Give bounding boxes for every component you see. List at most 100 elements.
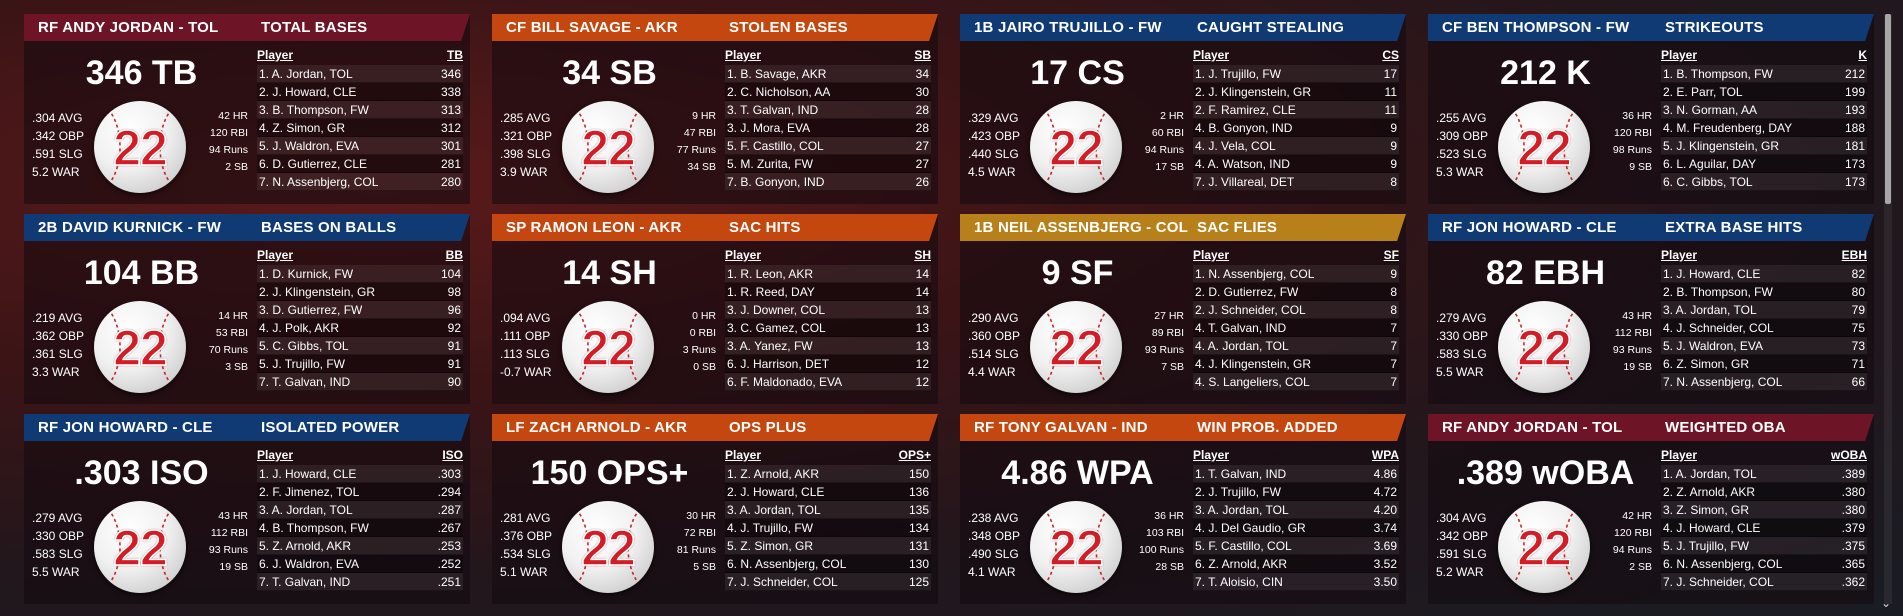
row-player-name[interactable]: 5. C. Gibbs, TOL (259, 339, 349, 353)
leader-player-name[interactable]: RF ANDY JORDAN - TOL (38, 19, 219, 36)
scroll-down-arrow-icon[interactable]: ⌄ (1881, 596, 1892, 610)
table-row[interactable]: 5. J. Waldron, EVA 73 (1661, 337, 1867, 355)
row-player-name[interactable]: 5. J. Klingenstein, GR (1663, 139, 1780, 153)
table-row[interactable]: 3. B. Thompson, FW 313 (257, 101, 463, 119)
table-row[interactable]: 7. T. Galvan, IND .251 (257, 573, 463, 591)
table-row[interactable]: 6. L. Aguilar, DAY 173 (1661, 155, 1867, 173)
table-row[interactable]: 1. A. Jordan, TOL .389 (1661, 465, 1867, 483)
column-header-player[interactable]: Player (725, 248, 762, 262)
player-ball-avatar[interactable]: 22 (94, 101, 186, 193)
row-player-name[interactable]: 4. J. Vela, COL (1195, 139, 1276, 153)
table-row[interactable]: 6. F. Maldonado, EVA 12 (725, 373, 931, 391)
row-player-name[interactable]: 1. N. Assenbjerg, COL (1195, 267, 1315, 281)
table-row[interactable]: 4. J. Howard, CLE .379 (1661, 519, 1867, 537)
leader-card[interactable]: RF JON HOWARD - CLE ISOLATED POWER .303 IS… (24, 414, 470, 604)
row-player-name[interactable]: 4. A. Jordan, TOL (1195, 339, 1289, 353)
row-player-name[interactable]: 3. J. Mora, EVA (727, 121, 811, 135)
row-player-name[interactable]: 6. F. Maldonado, EVA (727, 375, 843, 389)
player-ball-avatar[interactable]: 22 (1498, 301, 1590, 393)
row-player-name[interactable]: 6. L. Aguilar, DAY (1663, 157, 1757, 171)
table-row[interactable]: 7. N. Assenbjerg, COL 66 (1661, 373, 1867, 391)
row-player-name[interactable]: 2. J. Klingenstein, GR (259, 285, 376, 299)
row-player-name[interactable]: 2. E. Parr, TOL (1663, 85, 1743, 99)
table-row[interactable]: 3. T. Galvan, IND 28 (725, 101, 931, 119)
table-row[interactable]: 7. N. Assenbjerg, COL 280 (257, 173, 463, 191)
row-player-name[interactable]: 1. A. Jordan, TOL (1663, 467, 1757, 481)
table-row[interactable]: 1. N. Assenbjerg, COL 9 (1193, 265, 1399, 283)
row-player-name[interactable]: 5. F. Castillo, COL (727, 139, 824, 153)
table-row[interactable]: 3. Z. Simon, GR .380 (1661, 501, 1867, 519)
table-row[interactable]: 4. T. Galvan, IND 7 (1193, 319, 1399, 337)
table-row[interactable]: 6. N. Assenbjerg, COL .365 (1661, 555, 1867, 573)
table-row[interactable]: 5. C. Gibbs, TOL 91 (257, 337, 463, 355)
column-header-stat[interactable]: ISO (442, 448, 463, 462)
table-row[interactable]: 6. D. Gutierrez, CLE 281 (257, 155, 463, 173)
column-header-player[interactable]: Player (1193, 48, 1230, 62)
leader-player-name[interactable]: RF ANDY JORDAN - TOL (1442, 419, 1623, 436)
leader-player-name[interactable]: RF TONY GALVAN - IND (974, 419, 1148, 436)
table-row[interactable]: 4. J. Klingenstein, GR 7 (1193, 355, 1399, 373)
table-row[interactable]: 6. C. Gibbs, TOL 173 (1661, 173, 1867, 191)
column-header-player[interactable]: Player (257, 448, 294, 462)
row-player-name[interactable]: 7. J. Villareal, DET (1195, 175, 1295, 189)
row-player-name[interactable]: 1. J. Trujillo, FW (1195, 67, 1282, 81)
row-player-name[interactable]: 4. S. Langeliers, COL (1195, 375, 1310, 389)
row-player-name[interactable]: 4. T. Galvan, IND (1195, 321, 1287, 335)
table-row[interactable]: 4. Z. Simon, GR 312 (257, 119, 463, 137)
table-row[interactable]: 3. J. Downer, COL 13 (725, 301, 931, 319)
row-player-name[interactable]: 5. J. Trujillo, FW (259, 357, 346, 371)
table-row[interactable]: 7. B. Gonyon, IND 26 (725, 173, 931, 191)
leader-card[interactable]: CF BILL SAVAGE - AKR STOLEN BASES 34 SB .28… (492, 14, 938, 204)
table-row[interactable]: 6. J. Waldron, EVA .252 (257, 555, 463, 573)
row-player-name[interactable]: 4. J. Del Gaudio, GR (1195, 521, 1306, 535)
table-row[interactable]: 2. E. Parr, TOL 199 (1661, 83, 1867, 101)
table-row[interactable]: 3. A. Jordan, TOL 79 (1661, 301, 1867, 319)
column-header-player[interactable]: Player (1193, 448, 1230, 462)
player-ball-avatar[interactable]: 22 (94, 301, 186, 393)
table-row[interactable]: 4. M. Freudenberg, DAY 188 (1661, 119, 1867, 137)
table-row[interactable]: 2. J. Schneider, COL 8 (1193, 301, 1399, 319)
table-row[interactable]: 5. F. Castillo, COL 3.69 (1193, 537, 1399, 555)
table-row[interactable]: 1. Z. Arnold, AKR 150 (725, 465, 931, 483)
table-row[interactable]: 2. F. Ramirez, CLE 11 (1193, 101, 1399, 119)
row-player-name[interactable]: 4. A. Watson, IND (1195, 157, 1290, 171)
row-player-name[interactable]: 2. F. Jimenez, TOL (259, 485, 360, 499)
row-player-name[interactable]: 2. B. Thompson, FW (1663, 285, 1773, 299)
leader-player-name[interactable]: CF BEN THOMPSON - FW (1442, 19, 1630, 36)
row-player-name[interactable]: 7. T. Aloisio, CIN (1195, 575, 1283, 589)
table-row[interactable]: 6. J. Harrison, DET 12 (725, 355, 931, 373)
row-player-name[interactable]: 5. F. Castillo, COL (1195, 539, 1292, 553)
row-player-name[interactable]: 6. J. Harrison, DET (727, 357, 830, 371)
row-player-name[interactable]: 1. A. Jordan, TOL (259, 67, 353, 81)
table-row[interactable]: 2. B. Thompson, FW 80 (1661, 283, 1867, 301)
row-player-name[interactable]: 3. A. Jordan, TOL (1195, 503, 1289, 517)
table-row[interactable]: 2. J. Klingenstein, GR 11 (1193, 83, 1399, 101)
table-row[interactable]: 6. N. Assenbjerg, COL 130 (725, 555, 931, 573)
table-row[interactable]: 3. A. Yanez, FW 13 (725, 337, 931, 355)
column-header-stat[interactable]: BB (445, 248, 463, 262)
table-row[interactable]: 4. A. Watson, IND 9 (1193, 155, 1399, 173)
row-player-name[interactable]: 7. N. Assenbjerg, COL (1663, 375, 1783, 389)
table-row[interactable]: 4. J. Del Gaudio, GR 3.74 (1193, 519, 1399, 537)
row-player-name[interactable]: 3. A. Yanez, FW (727, 339, 813, 353)
leader-player-name[interactable]: LF ZACH ARNOLD - AKR (506, 419, 688, 436)
column-header-player[interactable]: Player (1661, 448, 1698, 462)
table-row[interactable]: 7. T. Aloisio, CIN 3.50 (1193, 573, 1399, 591)
leader-player-name[interactable]: CF BILL SAVAGE - AKR (506, 19, 678, 36)
table-row[interactable]: 2. J. Howard, CLE 338 (257, 83, 463, 101)
column-header-stat[interactable]: CS (1382, 48, 1399, 62)
leader-card[interactable]: RF ANDY JORDAN - TOL TOTAL BASES 346 TB .30… (24, 14, 470, 204)
column-header-stat[interactable]: SH (914, 248, 931, 262)
column-header-stat[interactable]: wOBA (1831, 448, 1867, 462)
row-player-name[interactable]: 2. J. Howard, CLE (727, 485, 825, 499)
row-player-name[interactable]: 1. B. Thompson, FW (1663, 67, 1773, 81)
table-row[interactable]: 2. C. Nicholson, AA 30 (725, 83, 931, 101)
row-player-name[interactable]: 1. D. Kurnick, FW (259, 267, 354, 281)
table-row[interactable]: 2. F. Jimenez, TOL .294 (257, 483, 463, 501)
table-row[interactable]: 4. J. Polk, AKR 92 (257, 319, 463, 337)
row-player-name[interactable]: 4. B. Thompson, FW (259, 521, 369, 535)
column-header-stat[interactable]: SB (914, 48, 931, 62)
table-row[interactable]: 1. B. Thompson, FW 212 (1661, 65, 1867, 83)
row-player-name[interactable]: 2. J. Klingenstein, GR (1195, 85, 1312, 99)
column-header-player[interactable]: Player (725, 48, 762, 62)
